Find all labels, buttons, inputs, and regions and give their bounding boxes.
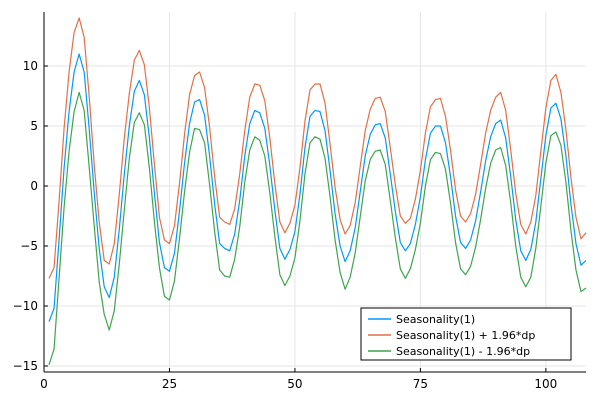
series-line-seasonality xyxy=(48,53,587,322)
x-tick-label: 0 xyxy=(40,377,48,391)
y-tick-label: −5 xyxy=(20,239,38,253)
legend: Seasonality(1) Seasonality(1) + 1.96*dp Se… xyxy=(360,307,572,361)
y-tick-label: 0 xyxy=(30,179,38,193)
y-tick-label: 10 xyxy=(23,59,38,73)
x-tick-label: 100 xyxy=(534,377,557,391)
axes: 0 25 50 75 100 −15 −10 −5 0 5 10 xyxy=(13,12,586,391)
legend-box xyxy=(360,307,572,361)
x-tick-label: 50 xyxy=(287,377,302,391)
x-tick-label: 75 xyxy=(413,377,428,391)
y-tick-label: −15 xyxy=(13,359,38,373)
legend-label: Seasonality(1) + 1.96*dp xyxy=(396,329,535,342)
y-tick-label: −10 xyxy=(13,299,38,313)
series-line-lower-bound xyxy=(48,91,587,365)
legend-label: Seasonality(1) - 1.96*dp xyxy=(396,345,530,358)
grid xyxy=(43,12,586,372)
series-lines xyxy=(48,17,587,365)
series-line-upper-bound xyxy=(48,17,587,279)
legend-label: Seasonality(1) xyxy=(396,313,475,326)
y-tick-label: 5 xyxy=(30,119,38,133)
x-tick-label: 25 xyxy=(162,377,177,391)
